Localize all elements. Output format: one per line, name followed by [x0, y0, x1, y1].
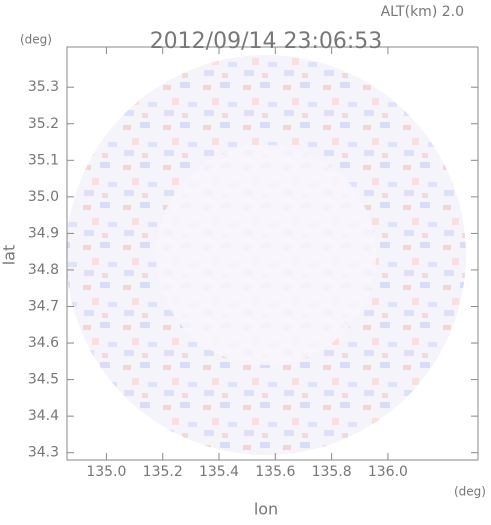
y-tick-label: 35.3: [28, 79, 59, 95]
x-tick-label: 135.2: [143, 464, 183, 480]
y-tick-label: 34.3: [28, 445, 59, 461]
x-unit: (deg): [454, 485, 486, 499]
x-tick-label: 135.6: [255, 464, 295, 480]
x-tick-label: 135.4: [199, 464, 239, 480]
x-label: lon: [254, 500, 278, 519]
altitude-label: ALT(km) 2.0: [381, 4, 464, 20]
y-tick-label: 35.2: [28, 116, 59, 132]
x-tick-label: 135.0: [86, 464, 126, 480]
y-tick-label: 34.7: [28, 298, 59, 314]
y-tick-label: 34.9: [28, 225, 59, 241]
y-tick-label: 34.6: [28, 335, 59, 351]
radar-center: [156, 145, 376, 365]
y-tick-label: 34.4: [28, 408, 59, 424]
y-unit: (deg): [20, 33, 52, 47]
y-tick-label: 35.1: [28, 152, 59, 168]
plot-frame: [66, 46, 479, 461]
y-tick-label: 35.0: [28, 189, 59, 205]
y-label: lat: [0, 245, 19, 266]
x-tick-label: 135.8: [312, 464, 352, 480]
x-tick-label: 136.0: [368, 464, 408, 480]
chart-title: 2012/09/14 23:06:53: [150, 29, 383, 54]
y-tick-label: 34.8: [28, 262, 59, 278]
y-tick-label: 34.5: [28, 372, 59, 388]
